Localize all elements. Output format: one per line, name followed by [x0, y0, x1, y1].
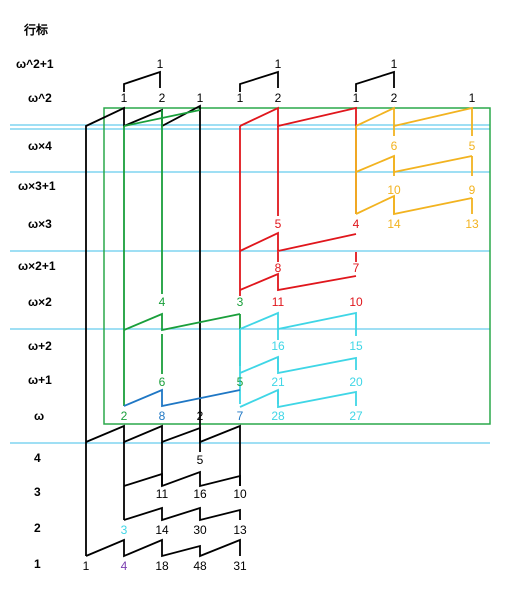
connector-cyan	[239, 311, 357, 336]
connector-yellow	[355, 106, 473, 136]
connector-black	[85, 104, 201, 556]
row-label: ω+2	[28, 339, 52, 353]
node-number: 13	[233, 523, 247, 537]
node-number: 10	[349, 295, 363, 309]
connector-black	[123, 70, 161, 92]
node-number: 48	[193, 559, 207, 573]
node-number: 11	[156, 487, 169, 501]
node-number: 10	[233, 487, 247, 501]
horizontal-guide-lines	[10, 124, 490, 444]
node-number: 1	[469, 91, 476, 105]
node-number: 14	[155, 523, 169, 537]
connector-green	[123, 312, 241, 332]
node-number: 13	[465, 217, 479, 231]
row-label: ω	[34, 409, 44, 423]
row-label: ω×3	[28, 217, 52, 231]
connector-cyan	[239, 355, 357, 375]
node-number: 6	[159, 375, 166, 389]
connector-blue	[123, 388, 241, 408]
row-label: ω×3+1	[18, 179, 56, 193]
row-label: 2	[34, 521, 41, 535]
row-label: ω×4	[28, 139, 52, 153]
connector-black	[85, 424, 241, 486]
node-number: 7	[237, 409, 244, 423]
node-number: 21	[271, 375, 285, 389]
connector-black	[123, 506, 241, 522]
node-number: 30	[193, 523, 207, 537]
node-number: 31	[233, 559, 247, 573]
node-number: 2	[121, 409, 128, 423]
connector-yellow	[355, 194, 473, 216]
node-number: 5	[197, 453, 204, 467]
connector-black	[85, 538, 241, 558]
node-number: 5	[275, 217, 282, 231]
node-number: 4	[121, 559, 128, 573]
node-number: 16	[271, 339, 285, 353]
row-label: 4	[34, 451, 41, 465]
node-number: 1	[197, 91, 204, 105]
node-number: 14	[387, 217, 401, 231]
node-number: 11	[272, 295, 285, 309]
node-number: 4	[353, 217, 360, 231]
node-number: 2	[197, 409, 204, 423]
node-number: 4	[159, 295, 166, 309]
row-label: ω^2	[28, 91, 52, 105]
node-number: 6	[391, 139, 398, 153]
node-number: 3	[237, 295, 244, 309]
connector-red	[239, 272, 357, 292]
node-number: 1	[83, 559, 90, 573]
node-number: 5	[237, 375, 244, 389]
node-number: 1	[275, 57, 282, 71]
node-number: 3	[121, 523, 128, 537]
row-label: ω×2+1	[18, 259, 56, 273]
node-number: 2	[275, 91, 282, 105]
connector-lines	[85, 70, 473, 558]
connector-yellow	[355, 154, 473, 174]
node-number: 8	[275, 261, 282, 275]
node-number: 2	[391, 91, 398, 105]
node-number: 8	[159, 409, 166, 423]
node-number: 15	[349, 339, 363, 353]
connector-black	[355, 70, 395, 92]
node-number: 10	[387, 183, 401, 197]
outer-frame	[103, 107, 491, 425]
row-label: 1	[34, 557, 41, 571]
node-number: 5	[469, 139, 476, 153]
connector-red	[239, 106, 357, 214]
connector-red	[239, 231, 357, 253]
row-label: ω×2	[28, 295, 52, 309]
node-number: 28	[271, 409, 285, 423]
node-number: 1	[237, 91, 244, 105]
node-number: 9	[469, 183, 476, 197]
node-number: 27	[349, 409, 363, 423]
connector-black	[239, 70, 279, 92]
connector-cyan	[239, 388, 357, 409]
row-label: ω^2+1	[16, 57, 54, 71]
connector-black	[123, 470, 241, 488]
node-number: 1	[121, 91, 128, 105]
row-label: 3	[34, 485, 41, 499]
node-number: 1	[391, 57, 398, 71]
row-label: ω+1	[28, 373, 52, 387]
node-number: 16	[193, 487, 207, 501]
node-number: 1	[157, 57, 164, 71]
node-number: 2	[159, 91, 166, 105]
node-number: 1	[353, 91, 360, 105]
header-label: 行标	[23, 22, 48, 37]
node-number: 20	[349, 375, 363, 389]
node-number: 7	[353, 261, 360, 275]
node-number: 18	[155, 559, 169, 573]
row-labels: ω^2+1 ω^2 ω×4 ω×3+1 ω×3 ω×2+1 ω×2 ω+2 ω+1 ω 4 3 2 1	[16, 57, 56, 571]
